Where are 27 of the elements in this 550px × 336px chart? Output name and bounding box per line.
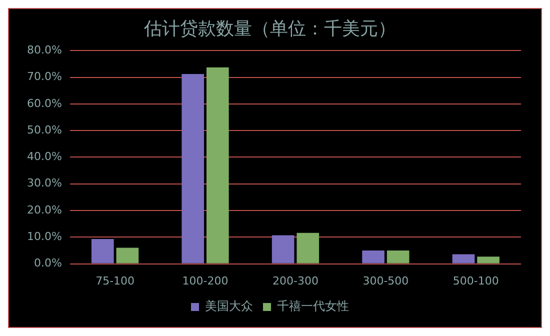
legend-label: 美国大众 bbox=[205, 299, 253, 314]
y-tick-label: 0.0% bbox=[34, 256, 62, 270]
bar bbox=[116, 248, 139, 264]
y-tick-label: 80.0% bbox=[26, 43, 62, 56]
x-tick-label: 200-300 bbox=[272, 274, 318, 288]
chart-title: 估计贷款数量（单位：千美元） bbox=[143, 18, 396, 40]
x-tick-label: 75-100 bbox=[96, 274, 135, 288]
bar bbox=[477, 256, 500, 264]
bar bbox=[182, 74, 204, 264]
y-tick-label: 70.0% bbox=[26, 70, 62, 84]
bar bbox=[386, 250, 410, 264]
y-tick-label: 50.0% bbox=[26, 123, 62, 136]
x-tick-label: 100-200 bbox=[182, 274, 228, 288]
bar bbox=[362, 250, 384, 264]
bar bbox=[452, 254, 475, 264]
bar bbox=[272, 235, 294, 264]
y-tick-label: 60.0% bbox=[26, 96, 62, 110]
bar bbox=[91, 239, 114, 264]
legend-label: 千禧一代女性 bbox=[277, 299, 349, 314]
x-tick-label: 500-100 bbox=[452, 274, 499, 288]
y-tick-label: 10.0% bbox=[26, 230, 62, 244]
bar bbox=[206, 67, 229, 264]
x-tick-label: 300-500 bbox=[362, 274, 409, 288]
y-tick-label: 20.0% bbox=[26, 203, 62, 216]
y-tick-label: 40.0% bbox=[26, 150, 62, 164]
bar bbox=[296, 232, 320, 264]
y-tick-label: 30.0% bbox=[26, 176, 62, 190]
